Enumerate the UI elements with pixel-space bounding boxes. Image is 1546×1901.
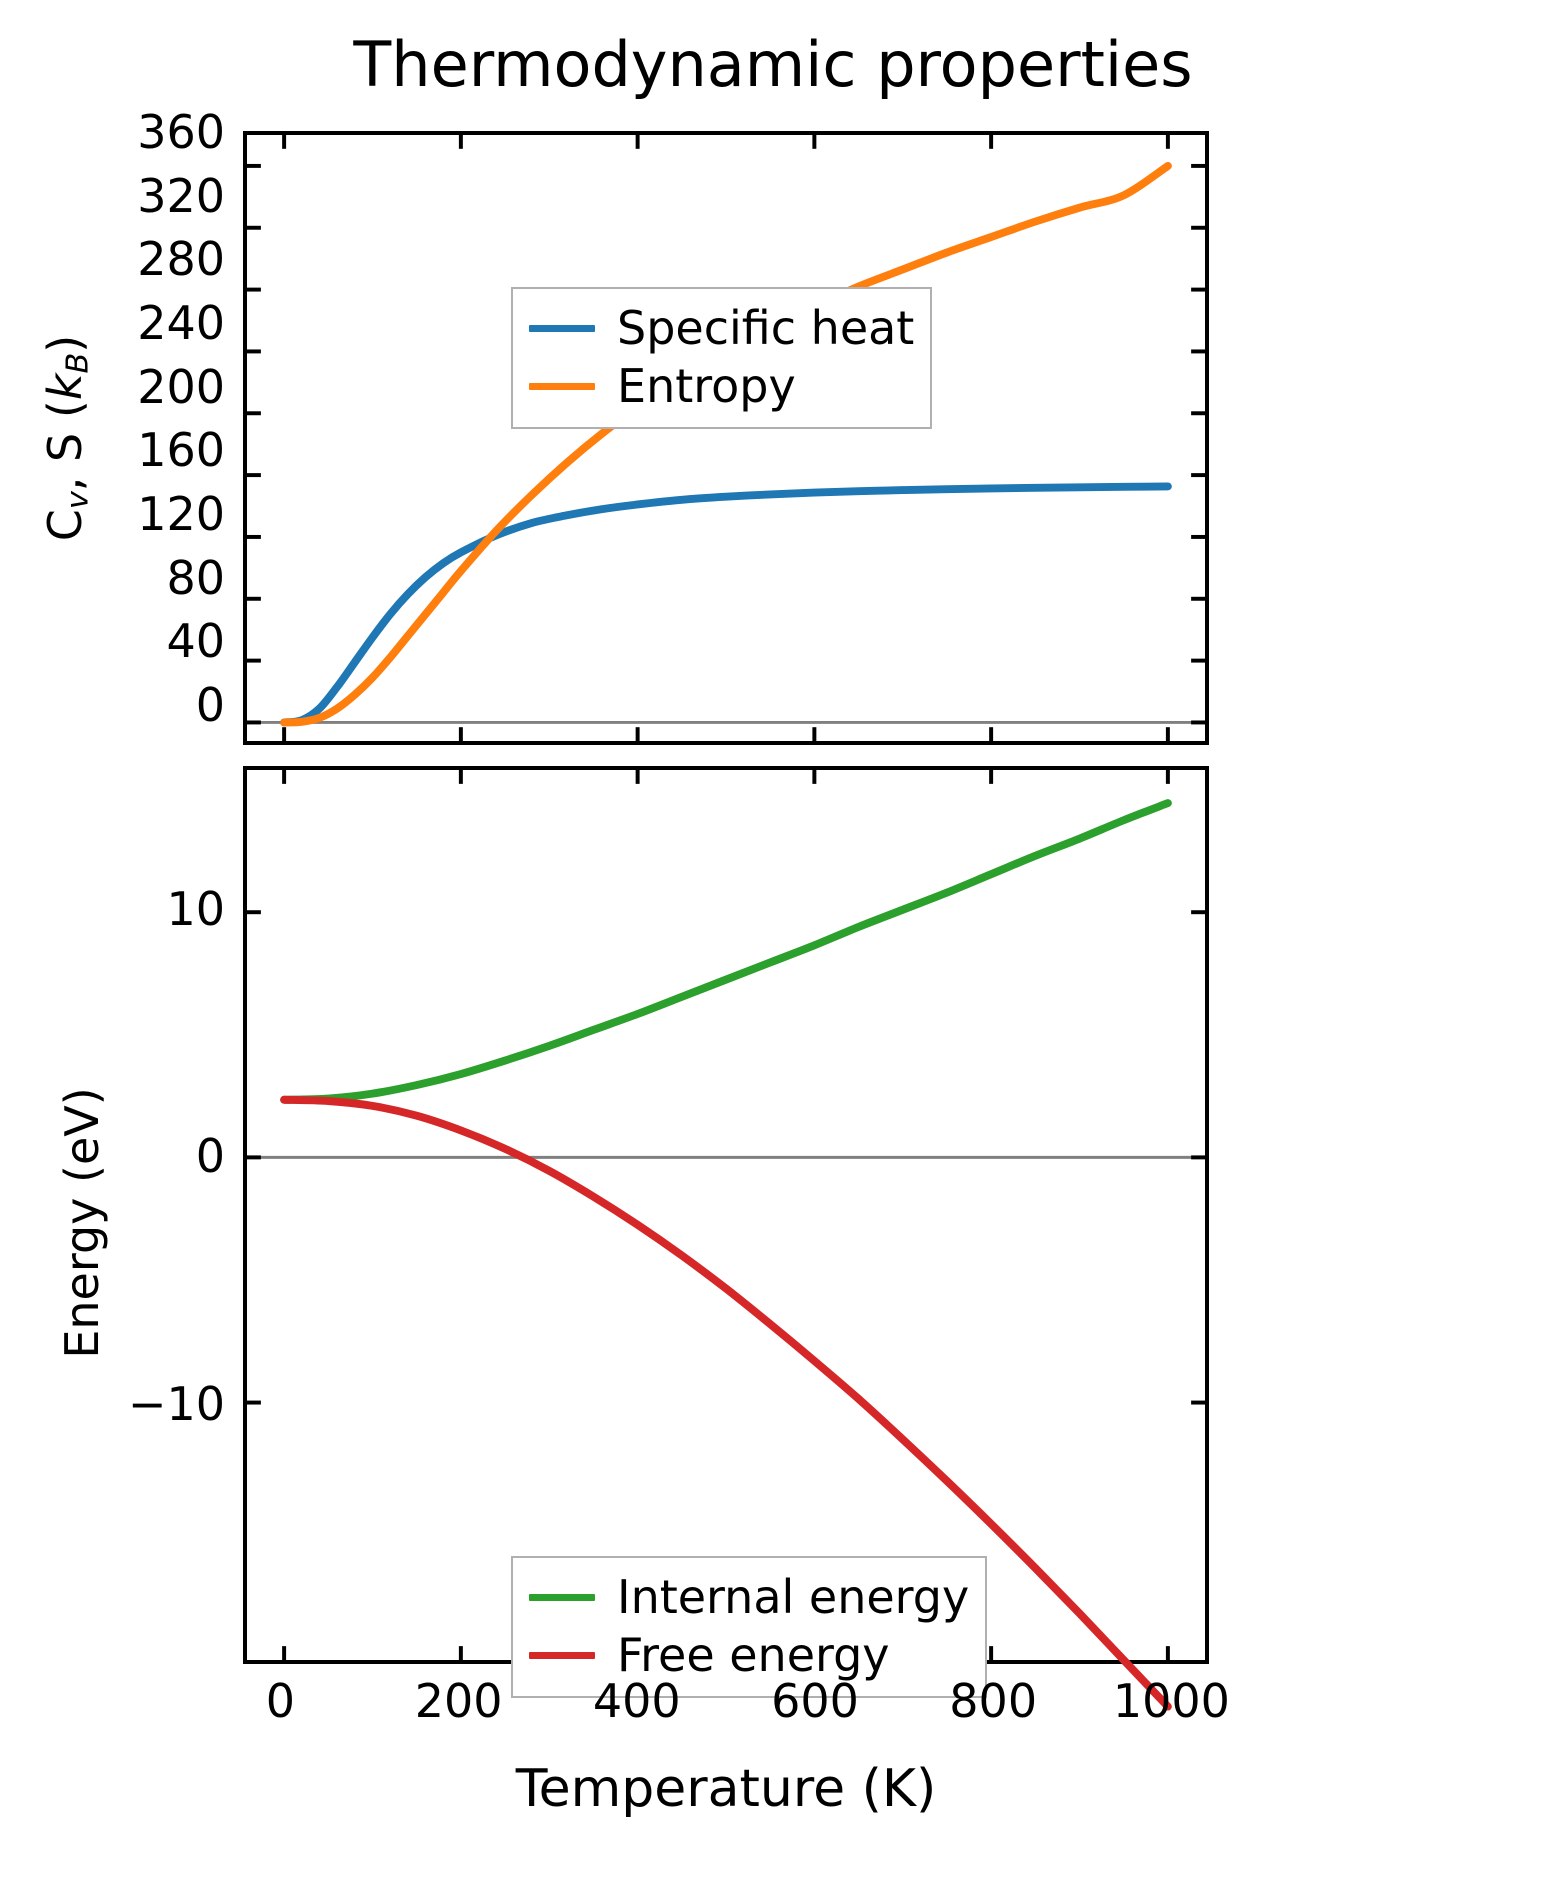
legend-label-entropy: Entropy [617, 359, 796, 413]
series-line-internal-energy [280, 799, 1172, 1104]
y-tick-label: 280 [137, 232, 225, 287]
legend-label-free-energy: Free energy [617, 1628, 890, 1682]
plot-area-top [247, 135, 1205, 741]
x-axis-title: Temperature (K) [515, 1759, 937, 1819]
y-tick-label: 0 [195, 677, 225, 732]
series-line-specific-heat [280, 482, 1172, 727]
x-tick-label: 800 [949, 1674, 1038, 1728]
legend-item-entropy[interactable]: Entropy [529, 357, 914, 415]
chart-panel-bottom: Internal energy Free energy [243, 766, 1209, 1711]
x-tick-label: 0 [265, 1674, 296, 1728]
series-line-entropy [280, 161, 1172, 727]
x-tick-label: 400 [592, 1674, 681, 1728]
y-axis-tick-labels-top: 0 40 80 120 160 200 240 280 320 360 [5, 109, 225, 745]
tick-marks-bottom [247, 770, 1205, 1660]
y-tick-label: 120 [137, 486, 225, 541]
y-axis-title-top: Cv, S (kB) [37, 334, 96, 542]
y-tick-label: 0 [195, 1129, 225, 1184]
legend-item-internal-energy[interactable]: Internal energy [529, 1568, 969, 1626]
legend-label-internal-energy: Internal energy [617, 1570, 970, 1624]
x-tick-label: 1000 [1112, 1674, 1230, 1728]
legend-bottom: Internal energy Free energy [511, 1556, 988, 1698]
x-tick-label: 600 [771, 1674, 859, 1728]
y-tick-label: 240 [137, 296, 225, 350]
legend-swatch-free-energy [529, 1651, 595, 1659]
y-tick-label: −10 [127, 1377, 225, 1432]
legend-top: Specific heat Entropy [511, 287, 933, 429]
y-axis-title-bottom: Energy (eV) [55, 1087, 109, 1359]
plot-area-bottom [247, 770, 1205, 1711]
x-axis-tick-labels: 0 200 400 600 800 1000 [243, 1674, 1230, 1738]
legend-label-specific-heat: Specific heat [617, 301, 915, 355]
y-tick-label: 10 [166, 881, 225, 936]
y-axis-tick-labels-bottom: 10 0 −10 [5, 766, 225, 1664]
y-tick-label: 40 [166, 614, 225, 669]
chart-panel-top: Specific heat Entropy [243, 131, 1209, 745]
legend-swatch-specific-heat [529, 324, 595, 332]
x-tick-label: 200 [414, 1674, 503, 1728]
series-line-free-energy [280, 1095, 1172, 1711]
tick-marks-top [247, 135, 1205, 741]
legend-swatch-internal-energy [529, 1593, 595, 1601]
y-tick-label: 160 [137, 423, 225, 478]
y-tick-label: 80 [166, 550, 225, 605]
y-tick-label: 360 [137, 105, 225, 159]
legend-item-free-energy[interactable]: Free energy [529, 1626, 969, 1684]
page-title: Thermodynamic properties [353, 28, 1193, 101]
y-tick-label: 320 [137, 168, 225, 223]
y-tick-label: 200 [137, 359, 225, 414]
legend-swatch-entropy [529, 382, 595, 390]
legend-item-specific-heat[interactable]: Specific heat [529, 299, 914, 357]
